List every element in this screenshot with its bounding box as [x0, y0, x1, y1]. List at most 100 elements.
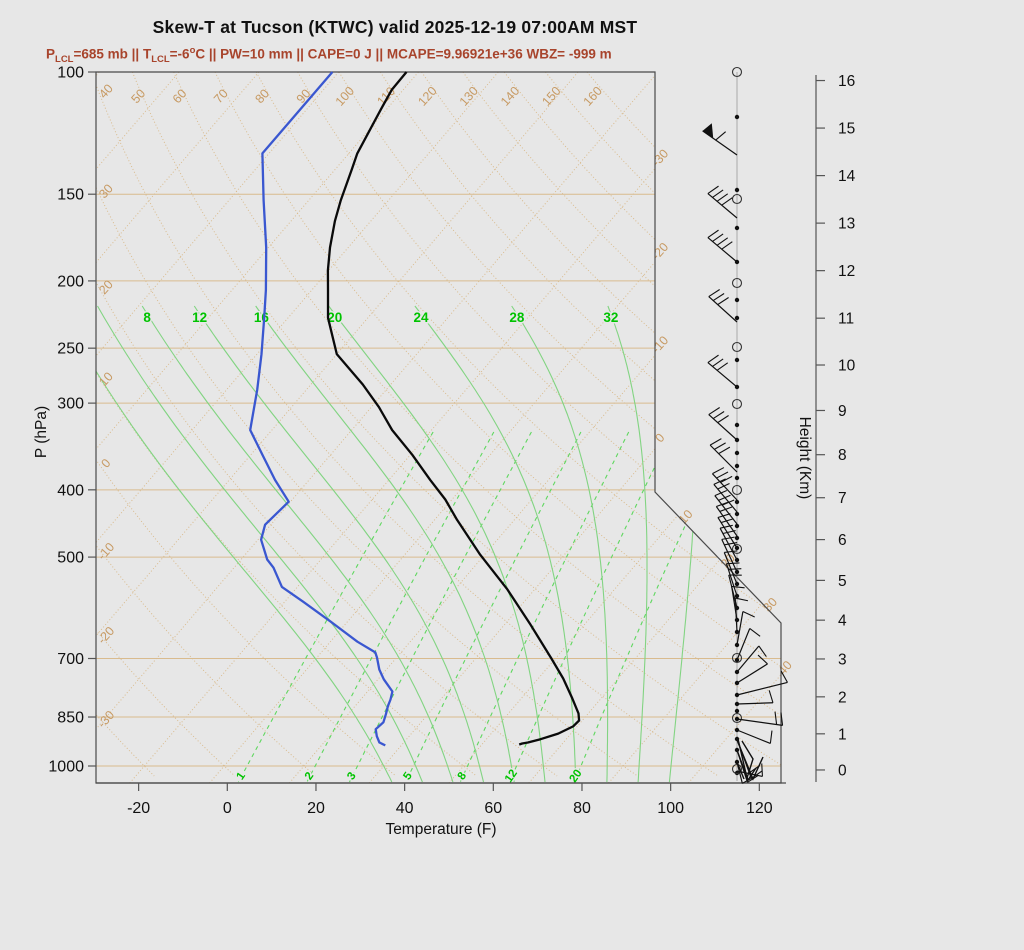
isotherm-line: [96, 72, 659, 783]
grid-value-label: 60: [170, 86, 190, 106]
dry-adiabat-line: [96, 72, 477, 777]
pressure-tick-label: 200: [57, 273, 84, 290]
pressure-tick-label: 100: [57, 65, 84, 82]
wind-level-dot: [734, 463, 740, 469]
dry-adiabat-line: [214, 72, 781, 777]
wind-barb: [736, 645, 767, 673]
moist-adiabat-line: [511, 305, 609, 783]
wind-level-circle: [731, 277, 743, 289]
isotherm-line: [96, 72, 180, 783]
moist-adiabat-line: [414, 305, 577, 783]
grid-value-label: 150: [539, 84, 563, 109]
height-tick-label: 12: [838, 263, 855, 280]
wind-barb: [713, 478, 738, 513]
dry-adiabat-line: [96, 72, 397, 777]
wind-barb: [723, 550, 738, 585]
moist-adiabat-label: 8: [143, 310, 151, 325]
wind-level-dot: [734, 511, 740, 517]
surface-wind-scribble: [736, 739, 764, 781]
mixing-ratio-label: 5: [401, 770, 415, 783]
mixing-ratio-line: [237, 431, 434, 783]
grid-value-label: -10: [649, 333, 672, 356]
grid-value-label: 100: [333, 84, 357, 109]
wind-barb: [709, 438, 738, 473]
mixing-ratio-line: [573, 431, 729, 783]
wind-level-dot: [734, 187, 740, 193]
height-tick-label: 16: [838, 73, 855, 90]
background-grid: [96, 72, 781, 783]
dry-adiabat-line: [96, 72, 719, 777]
mixing-ratio-label: 20: [567, 768, 584, 785]
height-tick-label: 3: [838, 651, 847, 668]
wind-barb: [712, 467, 738, 501]
isotherm-line: [368, 72, 781, 783]
pressure-tick-label: 250: [57, 341, 84, 358]
temp-tick-label: 60: [484, 800, 502, 817]
wind-barb: [736, 729, 773, 745]
params-segment: P: [46, 46, 56, 62]
surface-wind-scribble: [736, 749, 757, 782]
wind-level-dot: [734, 708, 740, 714]
isotherm-line: [448, 72, 781, 783]
grid-value-label: -10: [95, 540, 118, 563]
temp-tick-label: -20: [127, 800, 150, 817]
background-labels: 50 60 70 80 90 100 110 120 130 140 150 160403020100…: [95, 81, 795, 786]
dry-adiabat-line: [96, 72, 638, 777]
grid-value-label: 40: [775, 658, 795, 678]
wind-level-circle: [731, 712, 743, 724]
moist-adiabat-label: 32: [603, 310, 618, 325]
moist-adiabat-line: [193, 305, 485, 783]
height-tick-label: 2: [838, 689, 847, 706]
pressure-tick-label: 150: [57, 187, 84, 204]
wind-barb: [736, 611, 755, 646]
grid-value-label: 0: [98, 456, 113, 471]
wind-level-dot: [734, 297, 740, 303]
mixing-ratio-label: 3: [345, 770, 359, 782]
height-tick-label: 1: [838, 726, 847, 743]
wind-barb: [708, 407, 738, 441]
params-line: PLCL=685 mb || TLCL=-6oC || PW=10 mm || …: [46, 45, 612, 65]
height-tick-label: 4: [838, 613, 847, 630]
isotherm-line: [209, 72, 781, 783]
wind-level-dot: [734, 523, 740, 529]
grid-value-label: 130: [457, 84, 481, 109]
moist-adiabat-label: 16: [254, 310, 270, 325]
wind-level-dot: [734, 450, 740, 456]
isotherm-line: [528, 72, 781, 783]
height-tick-label: 10: [838, 358, 856, 375]
params-segment: C || PW=10 mm || CAPE=0 J || MCAPE=9.969…: [195, 46, 612, 62]
grid-value-label: -30: [649, 147, 672, 170]
wind-level-circle: [731, 398, 743, 410]
mixing-ratio-line: [349, 431, 532, 783]
isotherm-line: [288, 72, 781, 783]
wind-level-circle: [731, 543, 743, 555]
moist-adiabat-line: [141, 305, 454, 783]
height-tick-label: 13: [838, 216, 855, 233]
moist-adiabat-line: [97, 305, 423, 783]
wind-barb-column: [702, 66, 788, 784]
surface-wind-scribble: [737, 738, 754, 781]
wind-barb: [736, 711, 784, 726]
pressure-tick-label: 1000: [48, 758, 84, 775]
temp-tick-label: 20: [307, 800, 325, 817]
height-tick-label: 9: [838, 403, 847, 420]
grid-value-label: -20: [649, 240, 672, 263]
isotherm-line: [96, 72, 340, 783]
dry-adiabat-line: [379, 72, 781, 777]
wind-barb: [734, 597, 749, 633]
surface-wind-scribble: [736, 761, 745, 780]
dry-adiabat-line: [297, 72, 781, 777]
mixing-ratio-line: [459, 431, 630, 783]
wind-level-circle: [731, 341, 743, 353]
wind-barb: [707, 354, 738, 388]
params-segment: =685 mb || T: [73, 46, 152, 62]
grid-value-label: 30: [96, 181, 116, 201]
moist-adiabat-line: [96, 305, 393, 783]
wind-level-circle: [731, 66, 743, 78]
moist-adiabat-label: 12: [192, 310, 207, 325]
height-tick-label: 14: [838, 168, 856, 185]
wind-barb: [708, 289, 738, 323]
isotherm-line: [96, 72, 499, 783]
